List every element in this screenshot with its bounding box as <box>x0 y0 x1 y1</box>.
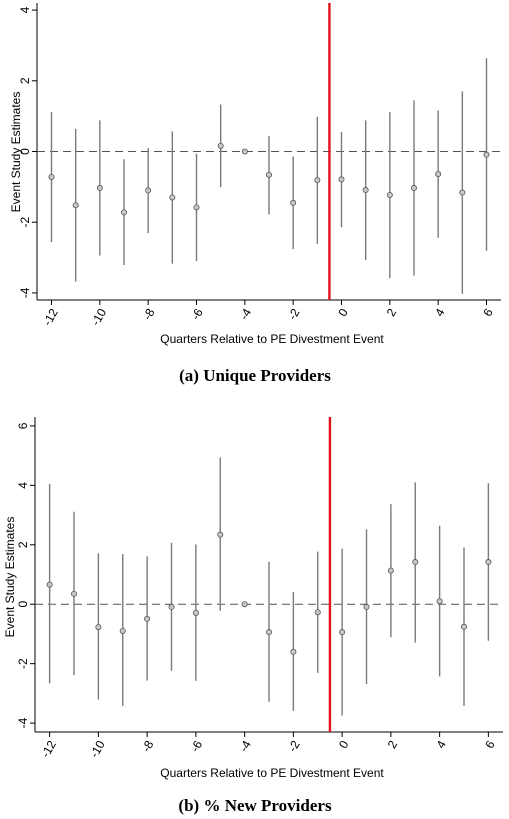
y-tick-label-b: 6 <box>16 422 30 429</box>
y-tick-label-b: -4 <box>16 717 30 728</box>
panel-unique-providers: Event Study Estimates Quarters Relative … <box>9 3 501 385</box>
estimate-point-a <box>145 187 152 194</box>
x-tick-label-a: 0 <box>335 306 351 319</box>
y-tick-label-a: -4 <box>18 287 32 298</box>
x-axis-title-a: Quarters Relative to PE Divestment Event <box>160 332 384 346</box>
y-tick-label-a: 0 <box>18 148 32 155</box>
y-tick-label-a: -2 <box>18 217 32 228</box>
estimate-point-b <box>412 559 419 566</box>
y-tick-label-a: 2 <box>18 77 32 84</box>
estimate-point-a <box>459 189 466 196</box>
x-tick-label-a: -12 <box>40 306 61 328</box>
estimate-point-a <box>265 171 272 178</box>
estimate-point-b <box>339 629 346 636</box>
y-tick-label-b: 4 <box>16 482 30 489</box>
estimate-point-b <box>290 648 297 655</box>
x-tick-label-a: 2 <box>384 306 400 319</box>
estimate-point-b <box>168 603 175 610</box>
estimate-point-a <box>386 191 393 198</box>
estimate-point-b <box>241 601 248 608</box>
x-tick-label-b: -6 <box>188 738 206 755</box>
x-tick-label-a: -10 <box>88 306 109 328</box>
y-tick-label-b: 2 <box>16 541 30 548</box>
estimate-point-a <box>121 209 128 216</box>
x-tick-label-b: 0 <box>336 738 352 751</box>
estimate-point-a <box>314 177 321 184</box>
x-tick-label-b: -10 <box>87 738 108 760</box>
x-tick-label-a: -2 <box>285 306 303 323</box>
y-tick-label-a: 4 <box>18 6 32 13</box>
estimate-point-b <box>71 590 78 597</box>
y-axis-title-b: Event Study Estimates <box>3 517 17 638</box>
estimate-point-a <box>290 199 297 206</box>
estimate-point-b <box>314 609 321 616</box>
x-tick-label-b: 4 <box>434 738 450 751</box>
x-tick-label-b: -8 <box>139 738 157 755</box>
estimate-point-b <box>387 567 394 574</box>
estimate-point-b <box>436 598 443 605</box>
estimate-point-a <box>217 142 224 149</box>
estimate-point-a <box>435 171 442 178</box>
x-tick-label-b: -4 <box>237 738 255 755</box>
x-tick-label-a: -8 <box>140 306 158 323</box>
x-tick-label-b: -12 <box>38 738 59 760</box>
estimate-point-b <box>485 559 492 566</box>
estimate-point-b <box>119 627 126 634</box>
estimate-point-a <box>72 202 79 209</box>
estimate-point-b <box>192 609 199 616</box>
x-tick-label-a: -6 <box>188 306 206 323</box>
caption-b: (b) % New Providers <box>178 796 332 815</box>
caption-a: (a) Unique Providers <box>179 366 331 385</box>
estimate-point-a <box>96 184 103 191</box>
x-tick-label-b: 6 <box>482 738 498 751</box>
estimate-point-b <box>460 623 467 630</box>
y-tick-label-b: 0 <box>16 601 30 608</box>
x-tick-label-a: 6 <box>480 306 496 319</box>
estimate-point-b <box>95 624 102 631</box>
x-tick-label-a: -4 <box>237 306 255 323</box>
panel-new-providers: Event Study Estimates Quarters Relative … <box>3 417 503 815</box>
estimate-point-b <box>265 629 272 636</box>
estimate-point-a <box>169 194 176 201</box>
estimate-point-b <box>217 531 224 538</box>
x-tick-label-b: 2 <box>385 738 401 751</box>
estimate-point-b <box>144 615 151 622</box>
estimate-point-a <box>241 148 248 155</box>
estimate-point-a <box>483 151 490 158</box>
y-tick-label-b: -2 <box>16 658 30 669</box>
estimate-point-a <box>410 184 417 191</box>
x-tick-label-b: -2 <box>285 738 303 755</box>
estimate-point-b <box>363 603 370 610</box>
x-tick-label-a: 4 <box>432 306 448 319</box>
estimate-point-a <box>362 187 369 194</box>
y-axis-title-a: Event Study Estimates <box>9 92 23 213</box>
estimate-point-a <box>48 173 55 180</box>
estimate-point-a <box>193 204 200 211</box>
estimate-point-b <box>46 581 53 588</box>
estimate-point-a <box>338 176 345 183</box>
x-axis-title-b: Quarters Relative to PE Divestment Event <box>160 766 384 780</box>
